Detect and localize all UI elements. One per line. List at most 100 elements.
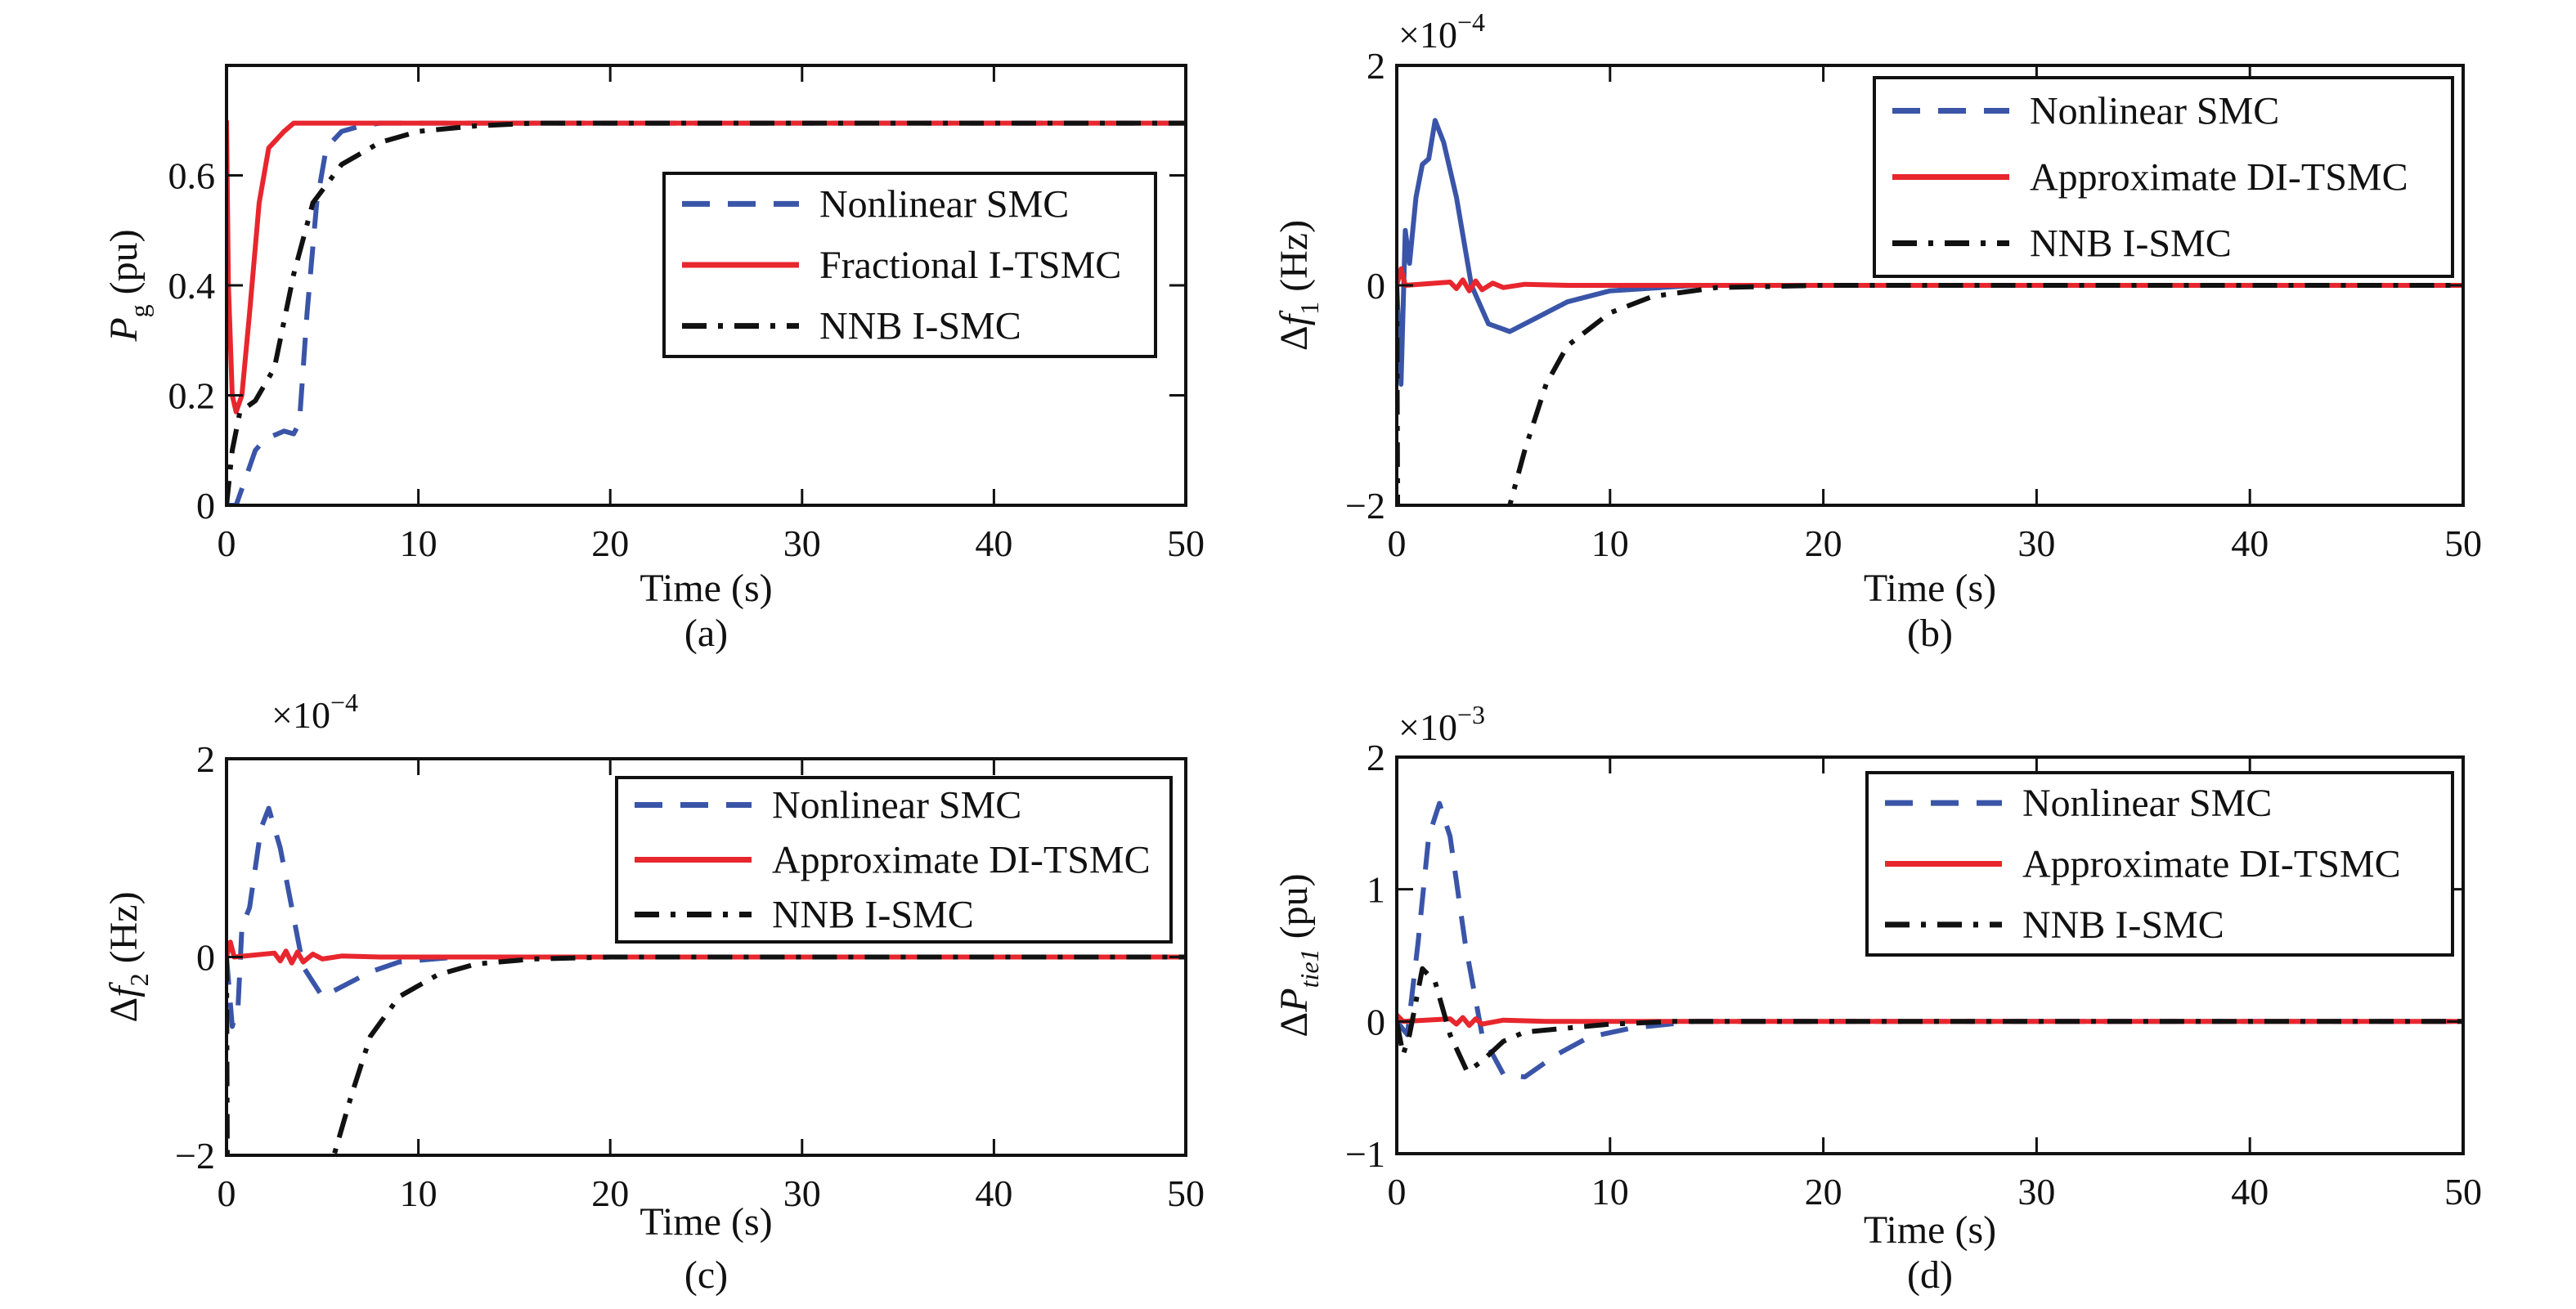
x-tick-label: 30: [783, 522, 821, 564]
y-tick-label: 1: [1367, 869, 1385, 911]
x-tick-label: 50: [2444, 1171, 2482, 1213]
x-tick-label: 30: [2017, 522, 2055, 564]
legend-label: Fractional I-TSMC: [819, 244, 1121, 287]
x-tick-label: 0: [218, 1172, 236, 1214]
panel-caption: (d): [1907, 1253, 1953, 1297]
legend-label: NNB I-SMC: [2030, 222, 2232, 266]
y-tick-label: 0: [1367, 1001, 1385, 1042]
x-tick-label: 40: [2231, 522, 2269, 564]
x-tick-label: 10: [400, 522, 438, 564]
y-axis-label: Δf1 (Hz): [1272, 220, 1324, 351]
x-tick-label: 0: [218, 522, 236, 564]
y-label-sub: g: [124, 304, 154, 317]
x-axis-label: Time (s): [640, 567, 772, 610]
axis-exponent: ×10−4: [272, 688, 358, 736]
x-tick-label: 30: [2017, 1171, 2055, 1213]
legend-label: Approximate DI-TSMC: [2022, 843, 2401, 886]
series-line-nonlinear-smc: [227, 805, 1186, 1029]
series-line-approximate-di-tsmc: [1397, 1013, 2463, 1029]
y-tick-label: −1: [1345, 1133, 1385, 1175]
x-axis-label: Time (s): [640, 1200, 772, 1244]
y-tick-label: 0: [196, 485, 215, 527]
y-axis-label: Pg (pu): [102, 229, 154, 342]
y-tick-label: 0: [1367, 265, 1385, 307]
legend-label: Approximate DI-TSMC: [2030, 156, 2408, 199]
exponent-power: −3: [1457, 700, 1485, 729]
legend-label: Approximate DI-TSMC: [772, 839, 1151, 882]
y-axis-label: Δf2 (Hz): [102, 891, 154, 1022]
x-axis-label: Time (s): [1864, 567, 1996, 610]
y-label-base: P: [1272, 988, 1316, 1012]
panel-a: 0 10 20 30 40 50 0 0.2 0.4 0.6 Time (s)(a) Pg (pu) N…: [102, 64, 1205, 655]
x-tick-label: 50: [1167, 522, 1205, 564]
panel-caption: (b): [1907, 612, 1953, 655]
exponent-base: ×10: [272, 694, 330, 736]
series-line-nnb-i-smc: [1397, 283, 2463, 505]
legend: Nonlinear SMC Approximate DI-TSMC NNB I-SM…: [1865, 771, 2454, 957]
axis-exponent: ×10−3: [1398, 700, 1485, 748]
x-tick-label: 10: [1591, 1171, 1629, 1213]
y-tick-label: 0.4: [168, 265, 216, 307]
x-tick-label: 20: [1805, 1171, 1842, 1213]
legend-label: Nonlinear SMC: [2022, 782, 2272, 825]
x-tick-label: 10: [400, 1172, 438, 1214]
panel-caption: (a): [684, 612, 728, 655]
x-tick-label: 30: [783, 1172, 821, 1214]
y-tick-label: 0.2: [168, 375, 216, 417]
legend-label: NNB I-SMC: [819, 305, 1021, 348]
y-tick-label: 2: [1367, 45, 1385, 87]
x-axis-label: Time (s): [1864, 1208, 1996, 1252]
y-label-prefix: Δ: [102, 997, 146, 1023]
y-label-sub: 2: [124, 973, 154, 986]
x-tick-label: 20: [1805, 522, 1842, 564]
x-tick-label: 10: [1591, 522, 1629, 564]
legend-label: NNB I-SMC: [772, 894, 974, 937]
legend-label: Nonlinear SMC: [819, 182, 1069, 226]
y-tick-label: 2: [1367, 737, 1385, 778]
legend: Nonlinear SMC Approximate DI-TSMC NNB I-SM…: [1873, 76, 2454, 278]
legend-label: NNB I-SMC: [2022, 903, 2224, 947]
x-tick-label: 40: [2231, 1171, 2269, 1213]
series-line-nonlinear-smc: [1397, 800, 2463, 1080]
series-line-nnb-i-smc: [1397, 966, 2463, 1074]
legend: Nonlinear SMC Approximate DI-TSMC NNB I-SM…: [615, 776, 1173, 944]
legend: Nonlinear SMC Fractional I-TSMC NNB I-SMC: [662, 172, 1157, 358]
y-label-unit: (pu): [1272, 873, 1316, 948]
exponent-power: −4: [1457, 7, 1485, 37]
y-label-prefix: Δ: [1272, 325, 1316, 351]
y-label-unit: (pu): [102, 229, 146, 304]
x-tick-label: 40: [975, 522, 1012, 564]
series-line-nnb-i-smc: [227, 120, 1186, 505]
exponent-base: ×10: [1398, 14, 1457, 56]
exponent-base: ×10: [1398, 706, 1457, 748]
x-tick-label: 50: [1167, 1172, 1205, 1214]
y-tick-label: −2: [175, 1135, 215, 1177]
axes-frame: [1395, 755, 2465, 1155]
x-tick-label: 20: [591, 522, 629, 564]
y-label-sub: 1: [1295, 302, 1324, 315]
x-tick-label: 0: [1388, 1171, 1407, 1213]
y-tick-label: 2: [196, 738, 215, 780]
legend-label: Nonlinear SMC: [772, 784, 1021, 827]
y-label-sub: tie1: [1295, 948, 1324, 988]
series-line-approximate-di-tsmc: [227, 939, 1186, 966]
y-label-prefix: Δ: [1272, 1012, 1316, 1038]
y-tick-label: 0: [196, 937, 215, 979]
y-tick-label: −2: [1345, 485, 1385, 527]
legend-label: Nonlinear SMC: [2030, 90, 2279, 133]
axis-exponent: ×10−4: [1398, 7, 1485, 56]
x-tick-label: 40: [975, 1172, 1012, 1214]
x-tick-label: 20: [591, 1172, 629, 1214]
series-line-fractional-i-tsmc: [227, 120, 1186, 415]
y-tick-label: 0.6: [168, 155, 216, 197]
series-line-nonlinear-smc: [1397, 118, 2463, 387]
x-tick-label: 0: [1388, 522, 1407, 564]
panel-caption: (c): [684, 1253, 728, 1297]
x-tick-label: 50: [2444, 522, 2482, 564]
y-label-base: P: [102, 317, 146, 342]
y-axis-label: ΔPtie1 (pu): [1272, 873, 1324, 1037]
